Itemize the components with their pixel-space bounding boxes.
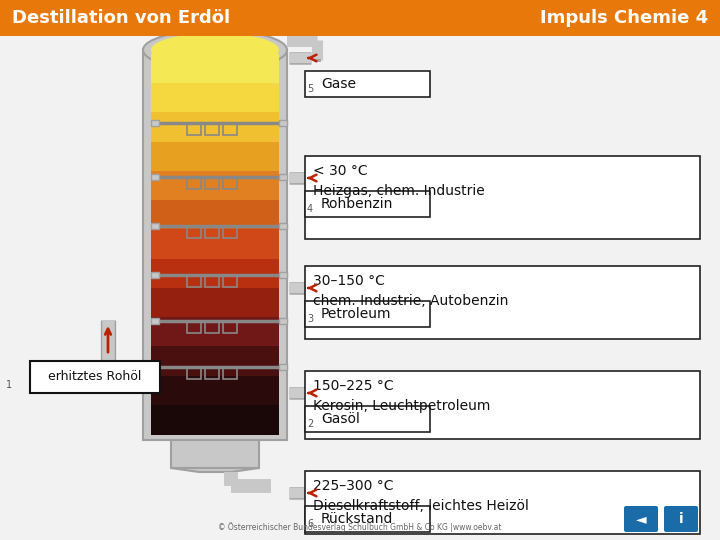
Bar — [205, 226, 219, 238]
Bar — [223, 321, 237, 333]
Bar — [151, 54, 279, 84]
Bar — [205, 367, 219, 379]
Bar — [223, 226, 237, 238]
Bar — [151, 230, 279, 260]
Text: 150–225 °C: 150–225 °C — [313, 379, 394, 393]
Text: 30–150 °C: 30–150 °C — [313, 274, 385, 288]
Text: 4: 4 — [307, 204, 313, 214]
Text: © Österreichischer Bundesverlag Schulbuch GmbH & Co KG |www.oebv.at: © Österreichischer Bundesverlag Schulbuc… — [218, 522, 502, 532]
Bar — [151, 363, 159, 369]
Bar — [151, 346, 279, 376]
Text: Kerosin, Leuchtpetroleum: Kerosin, Leuchtpetroleum — [313, 399, 490, 413]
Bar — [305, 71, 430, 97]
Bar — [305, 471, 700, 534]
Polygon shape — [171, 468, 259, 472]
Bar — [279, 223, 287, 229]
Bar — [151, 318, 159, 324]
FancyBboxPatch shape — [664, 506, 698, 532]
Bar — [205, 124, 219, 136]
Text: Rückstand: Rückstand — [321, 512, 393, 526]
Text: 5: 5 — [307, 84, 313, 94]
FancyBboxPatch shape — [624, 506, 658, 532]
Text: chem. Industrie, Autobenzin: chem. Industrie, Autobenzin — [313, 294, 508, 308]
Bar — [187, 226, 201, 238]
Text: erhitztes Rohöl: erhitztes Rohöl — [48, 370, 142, 383]
Bar — [151, 141, 279, 172]
Bar — [187, 367, 201, 379]
Bar — [205, 275, 219, 287]
Bar — [187, 275, 201, 287]
Bar — [205, 177, 219, 188]
Bar — [151, 120, 159, 126]
Bar — [151, 171, 279, 201]
Text: ◄: ◄ — [636, 512, 647, 526]
Bar — [279, 318, 287, 324]
Text: 225–300 °C: 225–300 °C — [313, 479, 394, 493]
Text: Gase: Gase — [321, 77, 356, 91]
Bar — [151, 317, 279, 347]
Bar — [151, 259, 279, 289]
Bar — [187, 124, 201, 136]
Bar — [151, 200, 279, 231]
Bar — [151, 83, 279, 113]
Bar — [187, 177, 201, 188]
Bar — [151, 223, 159, 229]
Bar — [151, 375, 279, 406]
Bar — [0, 0, 720, 36]
Bar — [151, 405, 279, 435]
Bar — [151, 288, 279, 318]
Bar — [223, 275, 237, 287]
Bar — [30, 361, 160, 393]
Bar — [205, 321, 219, 333]
Bar — [279, 173, 287, 180]
Bar — [151, 173, 159, 180]
Text: 6: 6 — [307, 519, 313, 529]
Text: Destillation von Erdöl: Destillation von Erdöl — [12, 9, 230, 27]
Text: Impuls Chemie 4: Impuls Chemie 4 — [540, 9, 708, 27]
Bar — [305, 406, 430, 432]
Bar — [223, 124, 237, 136]
Bar — [305, 266, 700, 339]
Bar — [151, 272, 159, 279]
Bar — [279, 272, 287, 279]
Ellipse shape — [151, 33, 279, 67]
Text: Rohbenzin: Rohbenzin — [321, 197, 393, 211]
Bar — [305, 301, 430, 327]
Bar — [187, 321, 201, 333]
Bar — [305, 191, 430, 217]
Bar — [305, 506, 430, 532]
Bar — [223, 367, 237, 379]
Text: Petroleum: Petroleum — [321, 307, 392, 321]
Text: 1: 1 — [6, 380, 12, 390]
Text: 3: 3 — [307, 314, 313, 324]
Bar — [223, 177, 237, 188]
Bar — [143, 50, 287, 440]
Text: < 30 °C: < 30 °C — [313, 164, 368, 178]
Bar — [151, 112, 279, 143]
Ellipse shape — [143, 30, 287, 70]
Bar — [305, 156, 700, 239]
Bar — [305, 371, 700, 439]
Bar — [279, 120, 287, 126]
Text: Dieselkraftstoff, leichtes Heizöl: Dieselkraftstoff, leichtes Heizöl — [313, 499, 529, 513]
Bar — [171, 440, 259, 468]
Bar — [279, 363, 287, 369]
Text: Gasöl: Gasöl — [321, 412, 360, 426]
Text: Heizgas, chem. Industrie: Heizgas, chem. Industrie — [313, 184, 485, 198]
Text: i: i — [679, 512, 683, 526]
Text: 2: 2 — [307, 419, 313, 429]
